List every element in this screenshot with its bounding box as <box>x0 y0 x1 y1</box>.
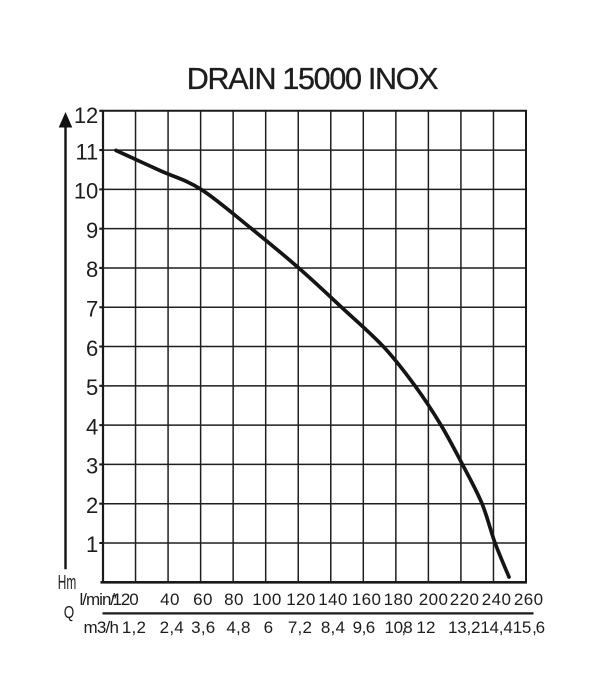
svg-text:Q: Q <box>64 603 75 622</box>
svg-text:8: 8 <box>86 257 98 282</box>
svg-text:40: 40 <box>160 590 180 609</box>
svg-text:10,8: 10,8 <box>385 618 413 637</box>
svg-text:10: 10 <box>74 179 98 204</box>
svg-text:5: 5 <box>86 375 98 400</box>
svg-text:220: 220 <box>450 590 480 609</box>
svg-text:7: 7 <box>86 297 98 322</box>
svg-text:260: 260 <box>514 590 544 609</box>
svg-text:l/min/: l/min/ <box>80 590 116 609</box>
svg-text:120: 120 <box>286 590 316 609</box>
svg-text:11: 11 <box>75 139 98 164</box>
svg-text:4,8: 4,8 <box>226 618 250 637</box>
svg-text:DRAIN 15000 INOX: DRAIN 15000 INOX <box>187 62 438 96</box>
svg-text:3,6: 3,6 <box>191 618 215 637</box>
svg-text:3: 3 <box>86 454 98 479</box>
svg-text:12: 12 <box>416 618 435 637</box>
svg-text:6: 6 <box>86 336 98 361</box>
svg-text:160: 160 <box>352 590 382 609</box>
svg-text:6: 6 <box>264 618 274 637</box>
svg-text:200: 200 <box>419 590 449 609</box>
svg-text:8,4: 8,4 <box>321 618 345 637</box>
svg-text:240: 240 <box>482 590 512 609</box>
svg-text:4: 4 <box>86 414 98 439</box>
svg-text:2: 2 <box>86 493 98 518</box>
svg-text:180: 180 <box>384 590 414 609</box>
svg-text:m3/h: m3/h <box>84 618 119 637</box>
svg-text:12: 12 <box>74 103 98 128</box>
svg-text:″: ″ <box>112 592 118 609</box>
svg-text:1,2: 1,2 <box>122 618 146 637</box>
svg-text:120: 120 <box>113 590 139 609</box>
svg-text:2,4: 2,4 <box>160 618 184 637</box>
svg-text:Hm: Hm <box>58 570 76 593</box>
svg-text:100: 100 <box>252 590 282 609</box>
svg-text:140: 140 <box>318 590 348 609</box>
svg-text:7,2: 7,2 <box>288 618 312 637</box>
svg-text:60: 60 <box>193 590 213 609</box>
svg-text:9,6: 9,6 <box>353 618 375 637</box>
svg-text:9: 9 <box>86 218 98 243</box>
svg-text:13,214,415,6: 13,214,415,6 <box>448 618 545 637</box>
svg-text:1: 1 <box>86 532 98 557</box>
svg-text:80: 80 <box>224 590 244 609</box>
